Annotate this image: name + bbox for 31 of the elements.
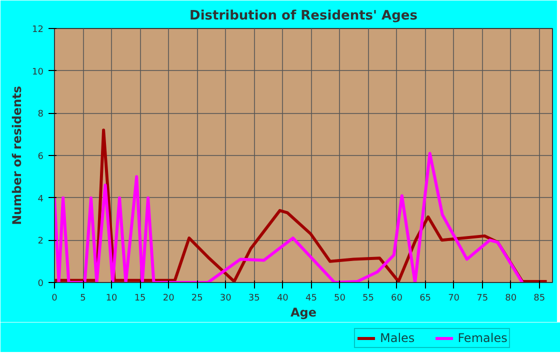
x-tick-label: 5	[80, 294, 86, 304]
y-tick-label: 10	[32, 67, 44, 78]
x-tick-label: 35	[248, 294, 260, 304]
y-tick-label: 4	[38, 194, 44, 204]
y-axis-title: Number of residents	[10, 86, 24, 226]
x-tick-label: 60	[391, 294, 403, 304]
chart-title: Distribution of Residents' Ages	[190, 8, 418, 24]
x-tick-label: 20	[162, 294, 175, 304]
x-tick-label: 75	[476, 294, 488, 304]
x-tick-label: 0	[52, 294, 58, 304]
x-tick-label: 10	[106, 294, 118, 304]
y-tick-label: 2	[38, 236, 44, 247]
legend-label: Females	[458, 331, 508, 345]
y-tick-label: 0	[38, 279, 44, 289]
line-series	[54, 152, 524, 282]
x-tick-label: 85	[534, 294, 546, 304]
x-tick-label: 40	[276, 294, 289, 304]
y-tick-label: 6	[38, 152, 44, 162]
x-tick-label: 30	[220, 294, 232, 304]
x-tick-label: 55	[362, 294, 374, 304]
legend-label: Males	[380, 331, 415, 345]
x-tick-label: 80	[505, 294, 517, 304]
x-tick-label: 50	[334, 294, 346, 304]
x-tick-label: 65	[420, 294, 432, 304]
y-tick-label: 12	[32, 25, 44, 35]
x-tick-label: 45	[305, 294, 317, 304]
x-axis-title: Age	[290, 306, 317, 320]
x-tick-label: 70	[448, 294, 460, 304]
y-tick-label: 8	[38, 110, 44, 120]
x-tick-label: 25	[191, 294, 203, 304]
x-tick-label: 15	[134, 294, 146, 304]
